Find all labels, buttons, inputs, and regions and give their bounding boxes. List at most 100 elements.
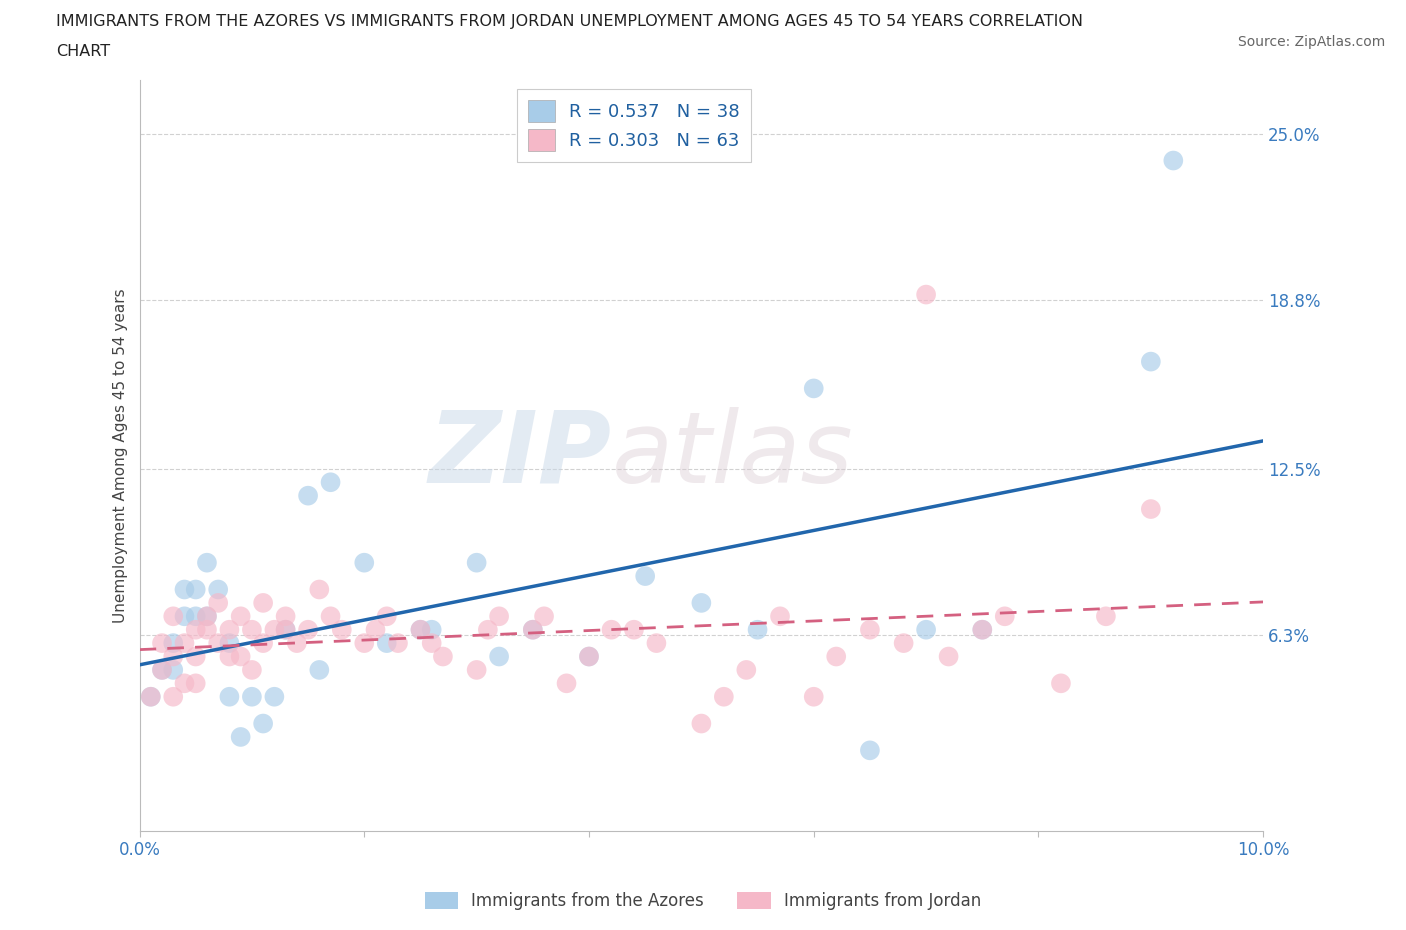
Point (297, 622, 319, 637)
Point (522, 622, 544, 637)
Point (195, 609, 218, 624)
Text: IMMIGRANTS FROM THE AZORES VS IMMIGRANTS FROM JORDAN UNEMPLOYMENT AMONG AGES 45 : IMMIGRANTS FROM THE AZORES VS IMMIGRANTS… (56, 14, 1083, 29)
Point (150, 636, 173, 651)
Point (229, 609, 252, 624)
Text: ZIP: ZIP (429, 407, 612, 504)
Point (184, 609, 207, 624)
Point (229, 649, 252, 664)
Point (432, 649, 454, 664)
Point (1140, 501, 1163, 516)
Point (173, 636, 195, 651)
Point (207, 636, 229, 651)
Text: CHART: CHART (56, 44, 110, 59)
Point (184, 622, 207, 637)
Point (533, 609, 555, 624)
Point (1163, 153, 1185, 168)
Point (240, 662, 263, 677)
Point (859, 622, 882, 637)
Point (162, 636, 184, 651)
Point (1095, 609, 1118, 624)
Point (240, 689, 263, 704)
Point (308, 582, 330, 597)
Point (162, 662, 184, 677)
Point (465, 662, 488, 677)
Point (555, 676, 578, 691)
Point (375, 636, 398, 651)
Point (420, 636, 443, 651)
Point (274, 622, 297, 637)
Point (994, 609, 1017, 624)
Point (803, 689, 825, 704)
Point (477, 622, 499, 637)
Point (690, 595, 713, 610)
Point (330, 622, 353, 637)
Point (713, 689, 735, 704)
Point (162, 649, 184, 664)
Point (218, 689, 240, 704)
Point (207, 582, 229, 597)
Legend: R = 0.537   N = 38, R = 0.303   N = 63: R = 0.537 N = 38, R = 0.303 N = 63 (517, 89, 751, 162)
Point (409, 622, 432, 637)
Point (218, 636, 240, 651)
Point (634, 568, 657, 583)
Point (409, 622, 432, 637)
Point (803, 381, 825, 396)
Point (308, 662, 330, 677)
Point (972, 622, 994, 637)
Y-axis label: Unemployment Among Ages 45 to 54 years: Unemployment Among Ages 45 to 54 years (114, 288, 128, 623)
Point (488, 649, 510, 664)
Point (915, 287, 938, 302)
Point (184, 676, 207, 691)
Point (150, 662, 173, 677)
Point (162, 609, 184, 624)
Point (184, 649, 207, 664)
Point (420, 622, 443, 637)
Point (1050, 676, 1073, 691)
Point (375, 609, 398, 624)
Point (173, 609, 195, 624)
Point (240, 622, 263, 637)
Point (747, 622, 769, 637)
Point (263, 622, 285, 637)
Point (522, 622, 544, 637)
Point (218, 649, 240, 664)
Point (488, 609, 510, 624)
Point (184, 582, 207, 597)
Point (859, 743, 882, 758)
Point (915, 622, 938, 637)
Point (162, 689, 184, 704)
Point (263, 689, 285, 704)
Point (173, 582, 195, 597)
Text: Source: ZipAtlas.com: Source: ZipAtlas.com (1237, 35, 1385, 49)
Text: atlas: atlas (612, 407, 853, 504)
Point (319, 609, 342, 624)
Point (297, 488, 319, 503)
Point (578, 649, 600, 664)
Point (972, 622, 994, 637)
Point (207, 595, 229, 610)
Point (139, 689, 162, 704)
Point (769, 609, 792, 624)
Point (173, 676, 195, 691)
Point (623, 622, 645, 637)
Point (195, 555, 218, 570)
Point (274, 609, 297, 624)
Point (285, 636, 308, 651)
Point (353, 636, 375, 651)
Point (600, 622, 623, 637)
Point (645, 636, 668, 651)
Point (195, 622, 218, 637)
Point (893, 636, 915, 651)
Point (364, 622, 387, 637)
Point (150, 662, 173, 677)
Point (825, 649, 848, 664)
Point (319, 475, 342, 490)
Point (229, 729, 252, 744)
Point (353, 555, 375, 570)
Point (465, 555, 488, 570)
Point (252, 716, 274, 731)
Legend: Immigrants from the Azores, Immigrants from Jordan: Immigrants from the Azores, Immigrants f… (418, 885, 988, 917)
Point (387, 636, 409, 651)
Point (252, 636, 274, 651)
Point (274, 622, 297, 637)
